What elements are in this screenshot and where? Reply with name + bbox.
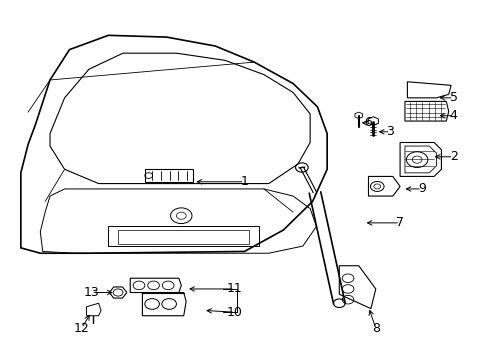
- Text: 1: 1: [240, 175, 248, 188]
- Text: 6: 6: [364, 116, 372, 129]
- Text: 12: 12: [74, 322, 89, 335]
- Polygon shape: [21, 35, 326, 253]
- Text: 4: 4: [449, 109, 457, 122]
- Text: 5: 5: [448, 91, 457, 104]
- Text: 7: 7: [395, 216, 403, 229]
- Text: 9: 9: [417, 183, 425, 195]
- Text: 3: 3: [386, 125, 393, 138]
- Text: 2: 2: [449, 150, 457, 163]
- Text: 8: 8: [371, 322, 379, 335]
- Text: 10: 10: [226, 306, 242, 319]
- Text: 13: 13: [83, 286, 99, 299]
- Text: 11: 11: [226, 283, 242, 296]
